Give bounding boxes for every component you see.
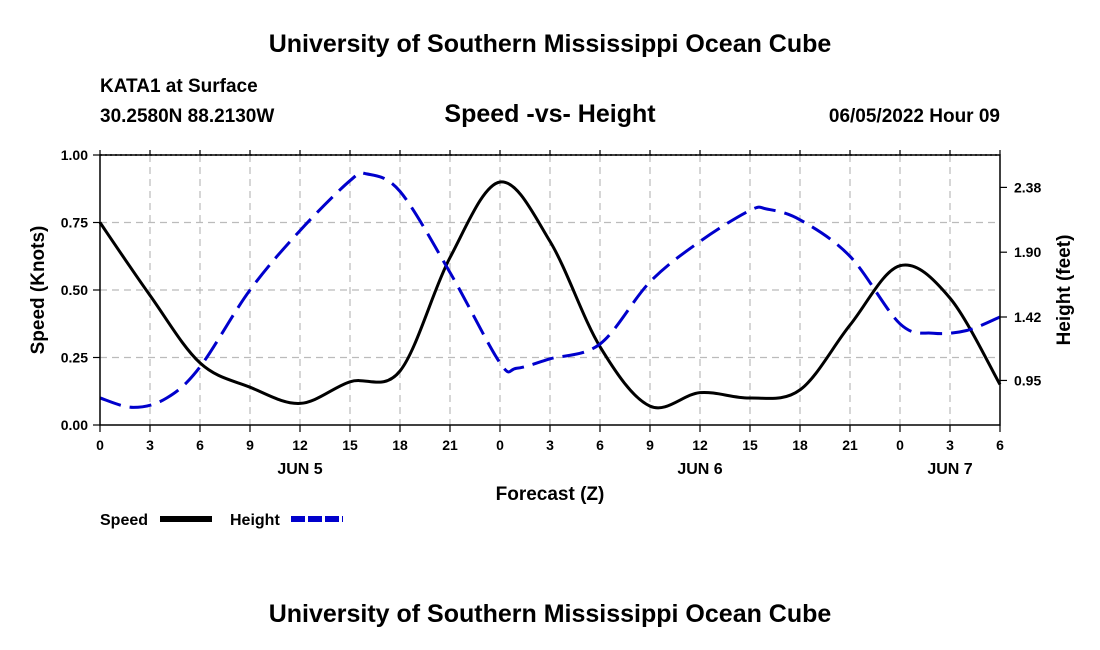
x-tick-label: 0 bbox=[496, 437, 504, 453]
y-axis-title: Speed (Knots) bbox=[28, 226, 49, 355]
y2-axis-title: Height (feet) bbox=[1054, 235, 1075, 346]
footer-title: University of Southern Mississippi Ocean… bbox=[268, 600, 832, 628]
x-tick-label: 0 bbox=[896, 437, 904, 453]
day-label: JUN 5 bbox=[277, 461, 322, 478]
x-tick-label: 9 bbox=[646, 437, 654, 453]
y-tick-label: 0.50 bbox=[61, 282, 88, 298]
y2-tick-label: 1.42 bbox=[1014, 309, 1041, 325]
x-tick-label: 0 bbox=[96, 437, 104, 453]
axes: 0 3 6 9 12 15 18 21 0 3 6 9 12 15 18 21 0 3 6 0.00 0.25 0.50 0… bbox=[28, 147, 1075, 505]
x-tick-label: 18 bbox=[392, 437, 408, 453]
x-tick-label: 3 bbox=[146, 437, 154, 453]
x-tick-label: 3 bbox=[546, 437, 554, 453]
x-tick-label: 21 bbox=[842, 437, 858, 453]
legend-label-height: Height bbox=[230, 512, 280, 529]
series-layer bbox=[98, 171, 1002, 410]
y-tick-label: 1.00 bbox=[61, 147, 88, 163]
x-tick-label: 12 bbox=[292, 437, 308, 453]
x-tick-label: 9 bbox=[246, 437, 254, 453]
x-tick-label: 15 bbox=[342, 437, 358, 453]
chart-title: Speed -vs- Height bbox=[444, 100, 656, 128]
x-tick-label: 6 bbox=[596, 437, 604, 453]
legend-label-speed: Speed bbox=[100, 512, 148, 529]
x-axis-title: Forecast (Z) bbox=[496, 484, 605, 505]
grid bbox=[100, 154, 1000, 425]
y-tick-label: 0.75 bbox=[61, 215, 88, 231]
x-tick-label: 6 bbox=[996, 437, 1004, 453]
day-label: JUN 7 bbox=[927, 461, 972, 478]
legend: Speed Height bbox=[100, 512, 343, 529]
y-tick-label: 0.00 bbox=[61, 417, 88, 433]
height-series-line bbox=[99, 171, 1001, 409]
x-tick-label: 18 bbox=[792, 437, 808, 453]
x-tick-label: 21 bbox=[442, 437, 458, 453]
forecast-datetime: 06/05/2022 Hour 09 bbox=[828, 106, 1000, 127]
coordinates-label: 30.2580N 88.2130W bbox=[100, 106, 275, 127]
y-tick-label: 0.25 bbox=[61, 350, 88, 366]
day-label: JUN 6 bbox=[677, 461, 722, 478]
station-label: KATA1 at Surface bbox=[100, 76, 258, 97]
x-tick-label: 12 bbox=[692, 437, 708, 453]
y2-tick-label: 2.38 bbox=[1014, 179, 1041, 195]
x-tick-label: 3 bbox=[946, 437, 954, 453]
y2-tick-label: 1.90 bbox=[1014, 244, 1041, 260]
x-tick-label: 15 bbox=[742, 437, 758, 453]
speed-series-line bbox=[98, 180, 1002, 410]
y2-tick-label: 0.95 bbox=[1014, 372, 1041, 388]
x-tick-label: 6 bbox=[196, 437, 204, 453]
page-title: University of Southern Mississippi Ocean… bbox=[268, 30, 832, 58]
